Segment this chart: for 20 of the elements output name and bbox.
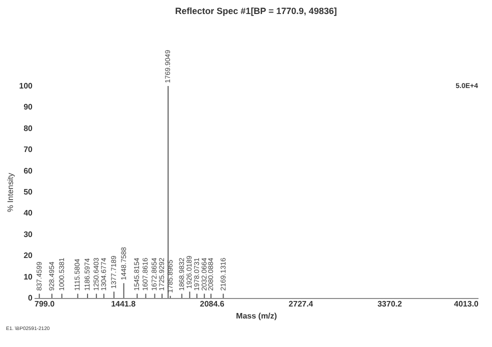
y-axis-title: % Intensity bbox=[6, 172, 16, 212]
y-tick-label: 90 bbox=[24, 102, 34, 112]
y-tick-label: 30 bbox=[24, 230, 34, 239]
y-tick-label: 50 bbox=[24, 188, 34, 196]
x-axis-title: Mass (m/z) bbox=[236, 312, 278, 320]
y-tick-label: 0 bbox=[28, 294, 34, 302]
x-tick-label: 2084.6 bbox=[200, 300, 225, 308]
x-tick-label: 799.0 bbox=[34, 300, 56, 308]
chart-title: Reflector Spec #1[BP = 1770.9, 49836] bbox=[175, 6, 337, 16]
y-tick-label: 20 bbox=[24, 251, 34, 260]
y-tick-label: 80 bbox=[24, 124, 34, 133]
x-tick-label: 3370.2 bbox=[377, 300, 402, 308]
y-tick-label: 60 bbox=[24, 166, 34, 176]
x-tick-label: 2727.4 bbox=[288, 300, 314, 308]
x-tick-label: 4013.0 bbox=[454, 300, 480, 308]
y-tick-label: 40 bbox=[24, 208, 34, 218]
y-tick-label: 10 bbox=[24, 272, 34, 282]
y-tick-label: 100 bbox=[19, 82, 34, 90]
x-tick-label: 1441.8 bbox=[111, 300, 136, 308]
y-tick-label: 70 bbox=[24, 145, 34, 154]
